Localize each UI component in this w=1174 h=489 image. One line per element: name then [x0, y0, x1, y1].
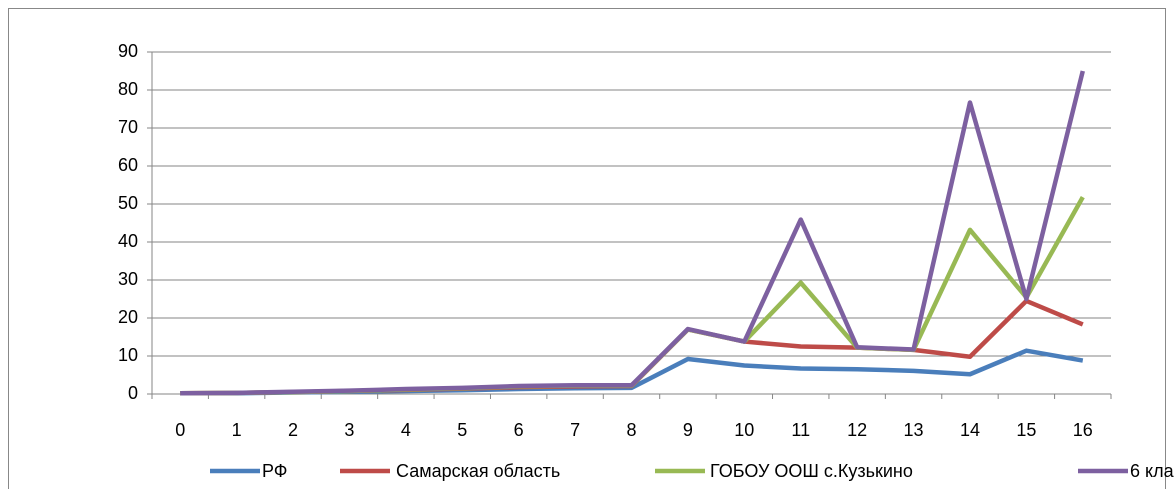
x-tick-label: 16	[1073, 420, 1093, 440]
x-tick-label: 13	[904, 420, 924, 440]
y-tick-label: 40	[118, 231, 138, 251]
x-tick-label: 5	[457, 420, 467, 440]
legend-label: РФ	[262, 461, 288, 481]
x-tick-label: 12	[847, 420, 867, 440]
legend-label: ГОБОУ ООШ с.Кузькино	[710, 461, 913, 481]
y-tick-label: 60	[118, 155, 138, 175]
y-tick-label: 80	[118, 79, 138, 99]
x-tick-label: 10	[734, 420, 754, 440]
x-tick-label: 3	[344, 420, 354, 440]
x-tick-label: 11	[791, 420, 810, 440]
y-tick-label: 70	[118, 117, 138, 137]
legend-label: Самарская область	[396, 461, 560, 481]
x-tick-label: 8	[626, 420, 636, 440]
y-tick-label: 30	[118, 269, 138, 289]
y-tick-label: 90	[118, 41, 138, 61]
y-tick-label: 0	[128, 383, 138, 403]
x-tick-label: 2	[288, 420, 298, 440]
legend-label: 6 класс	[1130, 461, 1174, 481]
series-line	[180, 70, 1085, 396]
x-tick-label: 0	[175, 420, 185, 440]
x-tick-label: 7	[570, 420, 580, 440]
x-tick-label: 14	[960, 420, 980, 440]
y-tick-label: 10	[118, 345, 138, 365]
chart-frame	[8, 8, 1166, 489]
x-tick-label: 9	[683, 420, 693, 440]
y-tick-label: 20	[118, 307, 138, 327]
x-tick-label: 4	[401, 420, 411, 440]
y-tick-label: 50	[118, 193, 138, 213]
x-tick-label: 1	[232, 420, 242, 440]
x-tick-label: 6	[514, 420, 524, 440]
x-tick-label: 15	[1016, 420, 1036, 440]
